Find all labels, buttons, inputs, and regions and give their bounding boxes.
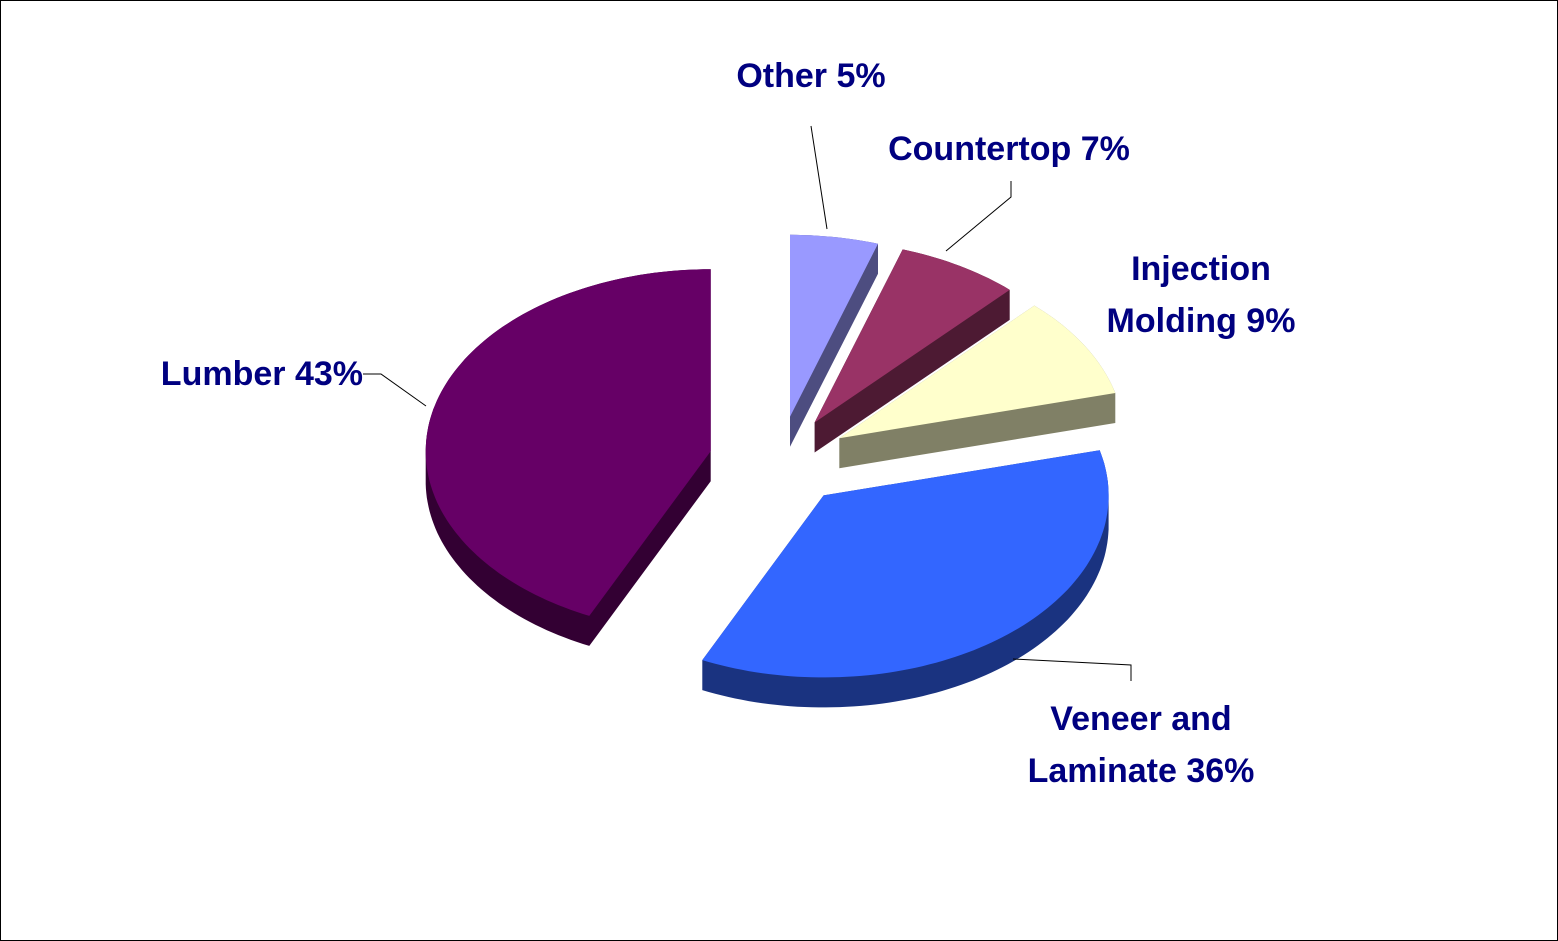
data-label: Countertop 7%: [809, 123, 1209, 175]
value-label: 7%: [1080, 130, 1130, 168]
slice: [839, 305, 1116, 439]
slice: [790, 234, 878, 417]
slice: [814, 249, 1010, 423]
data-label: Lumber 43%: [73, 348, 363, 400]
data-label: Injection Molding 9%: [1081, 243, 1321, 347]
category-name: Lumber: [160, 355, 286, 393]
leader-line: [945, 181, 1012, 252]
value-label: 36%: [1186, 752, 1255, 790]
leader-line: [1012, 658, 1132, 681]
value-label: 43%: [294, 355, 363, 393]
category-name: Other: [736, 57, 828, 95]
category-name: Injection Molding: [1106, 250, 1271, 340]
value-label: 9%: [1246, 302, 1296, 340]
leader-line: [363, 373, 427, 407]
leader-line: [810, 125, 828, 230]
category-name: Veneer and Laminate: [1027, 700, 1232, 790]
slice: [425, 269, 711, 616]
data-label: Veneer and Laminate 36%: [1001, 693, 1281, 797]
value-label: 5%: [836, 57, 886, 95]
category-name: Countertop: [888, 130, 1072, 168]
data-label: Other 5%: [651, 50, 971, 102]
slice: [702, 450, 1109, 678]
